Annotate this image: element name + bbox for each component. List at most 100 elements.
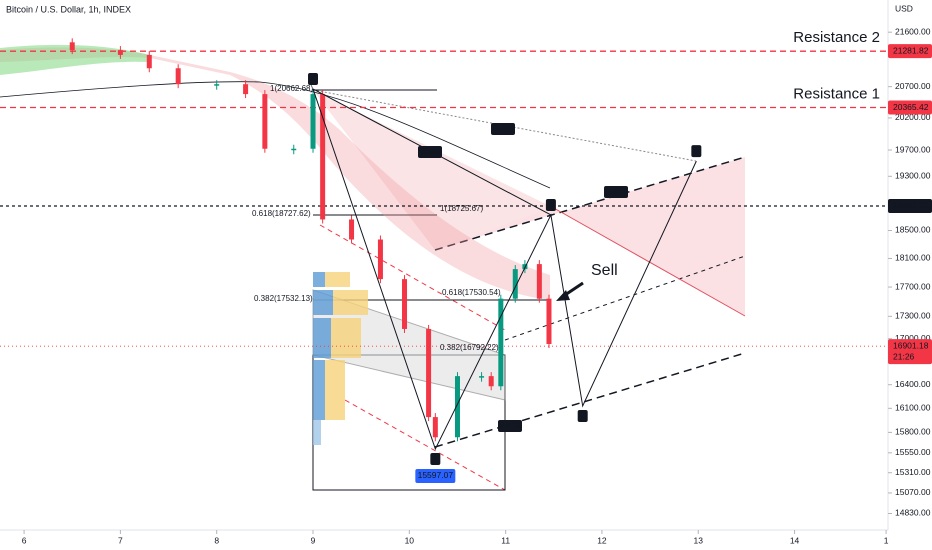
level-badge [888, 339, 932, 365]
y-tick-label: 15310.00 [895, 467, 931, 477]
vp-bar [313, 290, 333, 315]
y-tick-label: 17700.00 [895, 281, 931, 291]
volume-profile [313, 272, 368, 445]
ma-ribbon [0, 47, 550, 301]
y-tick-label: 18100.00 [895, 253, 931, 263]
candle [262, 94, 268, 149]
candle [479, 376, 485, 378]
level-value: 16901.18 [893, 340, 929, 350]
y-tick-label: 21600.00 [895, 26, 931, 36]
sell-arrow-head [556, 290, 570, 301]
level-value: 20365.42 [893, 102, 929, 112]
a-price-badge [415, 468, 456, 483]
upper-trendline [434, 156, 746, 251]
x-tick-label: 1 [884, 535, 889, 545]
x-tick-label: 9 [311, 535, 316, 545]
y-tick-label: 19700.00 [895, 144, 931, 154]
ma-line [0, 81, 551, 189]
annotation: 0.618(18727.62) [252, 209, 311, 218]
y-tick-label: 17000.00 [895, 333, 931, 343]
vp-bar [331, 318, 361, 358]
annotation: 0.615 [420, 147, 441, 156]
candle [377, 239, 383, 280]
pattern-label: B [548, 200, 553, 209]
level-badge [888, 198, 932, 213]
pattern-badge [308, 72, 319, 85]
y-tick-label: 16400.00 [895, 379, 931, 389]
wedge-edge [551, 206, 746, 317]
y-tick-label: 16100.00 [895, 403, 931, 413]
level-badge [888, 100, 932, 115]
y-tick-label: 14830.00 [895, 508, 931, 518]
candle [536, 264, 542, 299]
pattern-badge [577, 409, 588, 422]
y-tick-label: 20200.00 [895, 112, 931, 122]
candle [117, 50, 123, 55]
candle [214, 84, 220, 86]
candle [243, 84, 249, 95]
decor [0, 44, 746, 491]
pattern-label: C [580, 411, 586, 420]
candle [69, 42, 75, 51]
level-label: Resistance 1 [793, 85, 880, 102]
pattern-badge [691, 145, 702, 158]
y-tick-label: 20700.00 [895, 81, 931, 91]
pattern-label: A [433, 454, 439, 463]
x-tick-label: 11 [501, 535, 510, 545]
x-tick-label: 7 [118, 535, 123, 545]
xd-line [312, 89, 697, 162]
y-tick-label: 19300.00 [895, 171, 931, 181]
candle [146, 54, 152, 69]
annotation: 0.382(16792.22) [440, 343, 499, 352]
down-line [344, 399, 506, 491]
vp-bar [333, 290, 368, 315]
x-tick-label: 12 [597, 535, 607, 545]
candle [175, 68, 181, 85]
level-value: 18857.22 [893, 200, 929, 210]
y-tick-label: 15070.00 [895, 487, 931, 497]
candle [546, 298, 552, 344]
y-tick-label: 15550.00 [895, 447, 931, 457]
wedge [435, 157, 745, 316]
level-badge [888, 44, 932, 59]
vp-bar [313, 360, 325, 420]
annotation: 1(18725.67) [440, 204, 483, 213]
annotation: 0.746 [493, 124, 514, 133]
candle [454, 376, 460, 438]
pattern-badge [430, 452, 441, 465]
vp-bar [313, 272, 325, 287]
annotation: 0.382(17532.13) [254, 294, 313, 303]
pattern-label: D [693, 146, 699, 155]
xab-area [313, 90, 552, 250]
currency: USD [895, 3, 913, 13]
y-tick-label: 18500.00 [895, 225, 931, 235]
candle [488, 376, 494, 387]
annotation: 1(20662.68) [270, 84, 313, 93]
pattern-label: X [310, 74, 316, 83]
pattern-badge [545, 198, 556, 211]
ratio-badge [604, 186, 628, 198]
candle [432, 417, 438, 438]
candle [320, 94, 326, 220]
annotation: 0.821 [500, 421, 521, 430]
candle [402, 279, 408, 329]
vp-bar [325, 360, 345, 420]
candle [349, 219, 355, 240]
x-tick-label: 14 [790, 535, 800, 545]
x-tick-label: 6 [22, 535, 27, 545]
vp-bar [313, 318, 331, 358]
candle [426, 328, 432, 418]
y-tick-label: 15800.00 [895, 427, 931, 437]
candle [310, 94, 316, 149]
level-timer: 21:26 [893, 351, 915, 361]
sell-label: Sell [591, 262, 618, 279]
ratio-badge [418, 146, 442, 158]
candle [291, 148, 297, 151]
vp-bar [325, 272, 350, 287]
x-tick-label: 13 [694, 535, 704, 545]
lower-trendline [434, 352, 746, 448]
a-price: 15597.07 [418, 470, 454, 480]
annotation: 0.618(17530.54) [442, 288, 501, 297]
